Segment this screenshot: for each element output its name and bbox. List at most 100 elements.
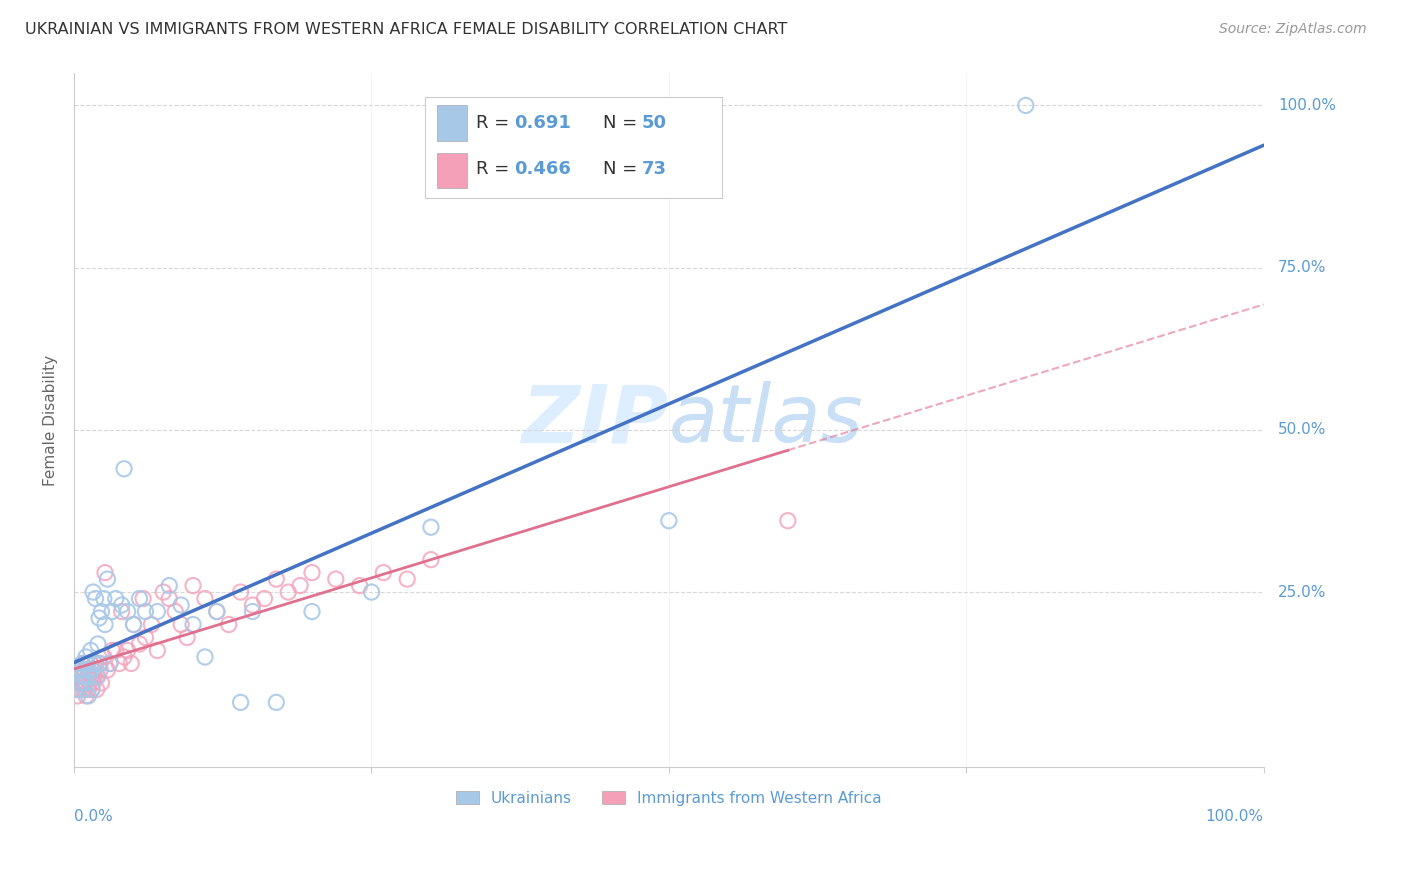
Point [111,605,134,619]
Point [93,650,115,665]
Point [86,669,108,683]
Point [128,637,150,651]
Text: Source: ZipAtlas.com: Source: ZipAtlas.com [1219,22,1367,37]
Point [104,643,127,657]
Point [82,663,104,677]
Point [70,669,93,683]
Point [82,585,104,599]
Point [141,617,163,632]
Point [87,637,110,651]
Point [96,663,118,677]
Point [229,695,252,709]
Point [112,462,135,476]
Text: 75.0%: 75.0% [1278,260,1326,275]
Point [72,669,94,683]
Point [80,643,103,657]
Point [73,682,96,697]
Point [79,669,101,683]
Point [96,572,118,586]
Point [69,663,91,677]
Point [181,578,204,592]
Point [194,591,217,606]
Point [98,657,121,671]
Point [72,663,94,677]
Point [776,514,799,528]
Point [111,598,134,612]
Point [122,617,145,632]
Point [94,566,117,580]
Point [373,566,395,580]
Point [84,591,107,606]
Point [152,585,174,599]
Point [242,605,264,619]
Point [266,695,288,709]
Point [108,657,131,671]
Text: 100.0%: 100.0% [1278,98,1336,113]
Point [420,520,443,534]
Point [70,676,93,690]
Point [253,591,276,606]
Point [157,578,180,592]
Point [72,657,94,671]
Point [65,682,87,697]
Point [349,578,371,592]
Point [76,657,98,671]
Point [420,552,443,566]
Point [146,643,169,657]
Point [72,682,94,697]
Text: 50.0%: 50.0% [1278,422,1326,437]
Point [120,657,142,671]
Point [360,585,382,599]
Point [104,591,127,606]
Point [266,572,288,586]
Point [94,617,117,632]
Y-axis label: Female Disability: Female Disability [44,354,58,485]
Point [84,657,107,671]
Point [101,643,124,657]
Point [218,617,240,632]
Point [87,657,110,671]
Point [146,605,169,619]
Point [134,605,156,619]
Point [134,631,156,645]
Point [72,669,94,683]
Point [66,689,89,703]
Point [205,605,228,619]
Point [79,676,101,690]
Point [70,676,93,690]
Point [72,657,94,671]
Point [170,598,193,612]
Point [128,591,150,606]
Point [90,605,112,619]
Text: 0.0%: 0.0% [75,809,112,824]
Legend: Ukrainians, Immigrants from Western Africa: Ukrainians, Immigrants from Western Afri… [450,784,889,812]
Point [89,663,111,677]
Point [75,689,97,703]
Point [117,605,139,619]
Point [396,572,419,586]
Point [90,676,112,690]
Point [77,663,100,677]
Point [242,598,264,612]
Point [132,591,155,606]
Point [98,657,121,671]
Point [77,682,100,697]
Point [73,663,96,677]
Point [69,682,91,697]
Point [89,657,111,671]
Text: UKRAINIAN VS IMMIGRANTS FROM WESTERN AFRICA FEMALE DISABILITY CORRELATION CHART: UKRAINIAN VS IMMIGRANTS FROM WESTERN AFR… [25,22,787,37]
Point [75,650,97,665]
Point [277,585,299,599]
Point [80,682,103,697]
Point [112,650,135,665]
Point [76,657,98,671]
Point [301,605,323,619]
Point [77,663,100,677]
Point [87,611,110,625]
Point [170,617,193,632]
Point [1015,98,1038,112]
Point [176,631,198,645]
Point [229,585,252,599]
Point [301,566,323,580]
Text: 25.0%: 25.0% [1278,584,1326,599]
